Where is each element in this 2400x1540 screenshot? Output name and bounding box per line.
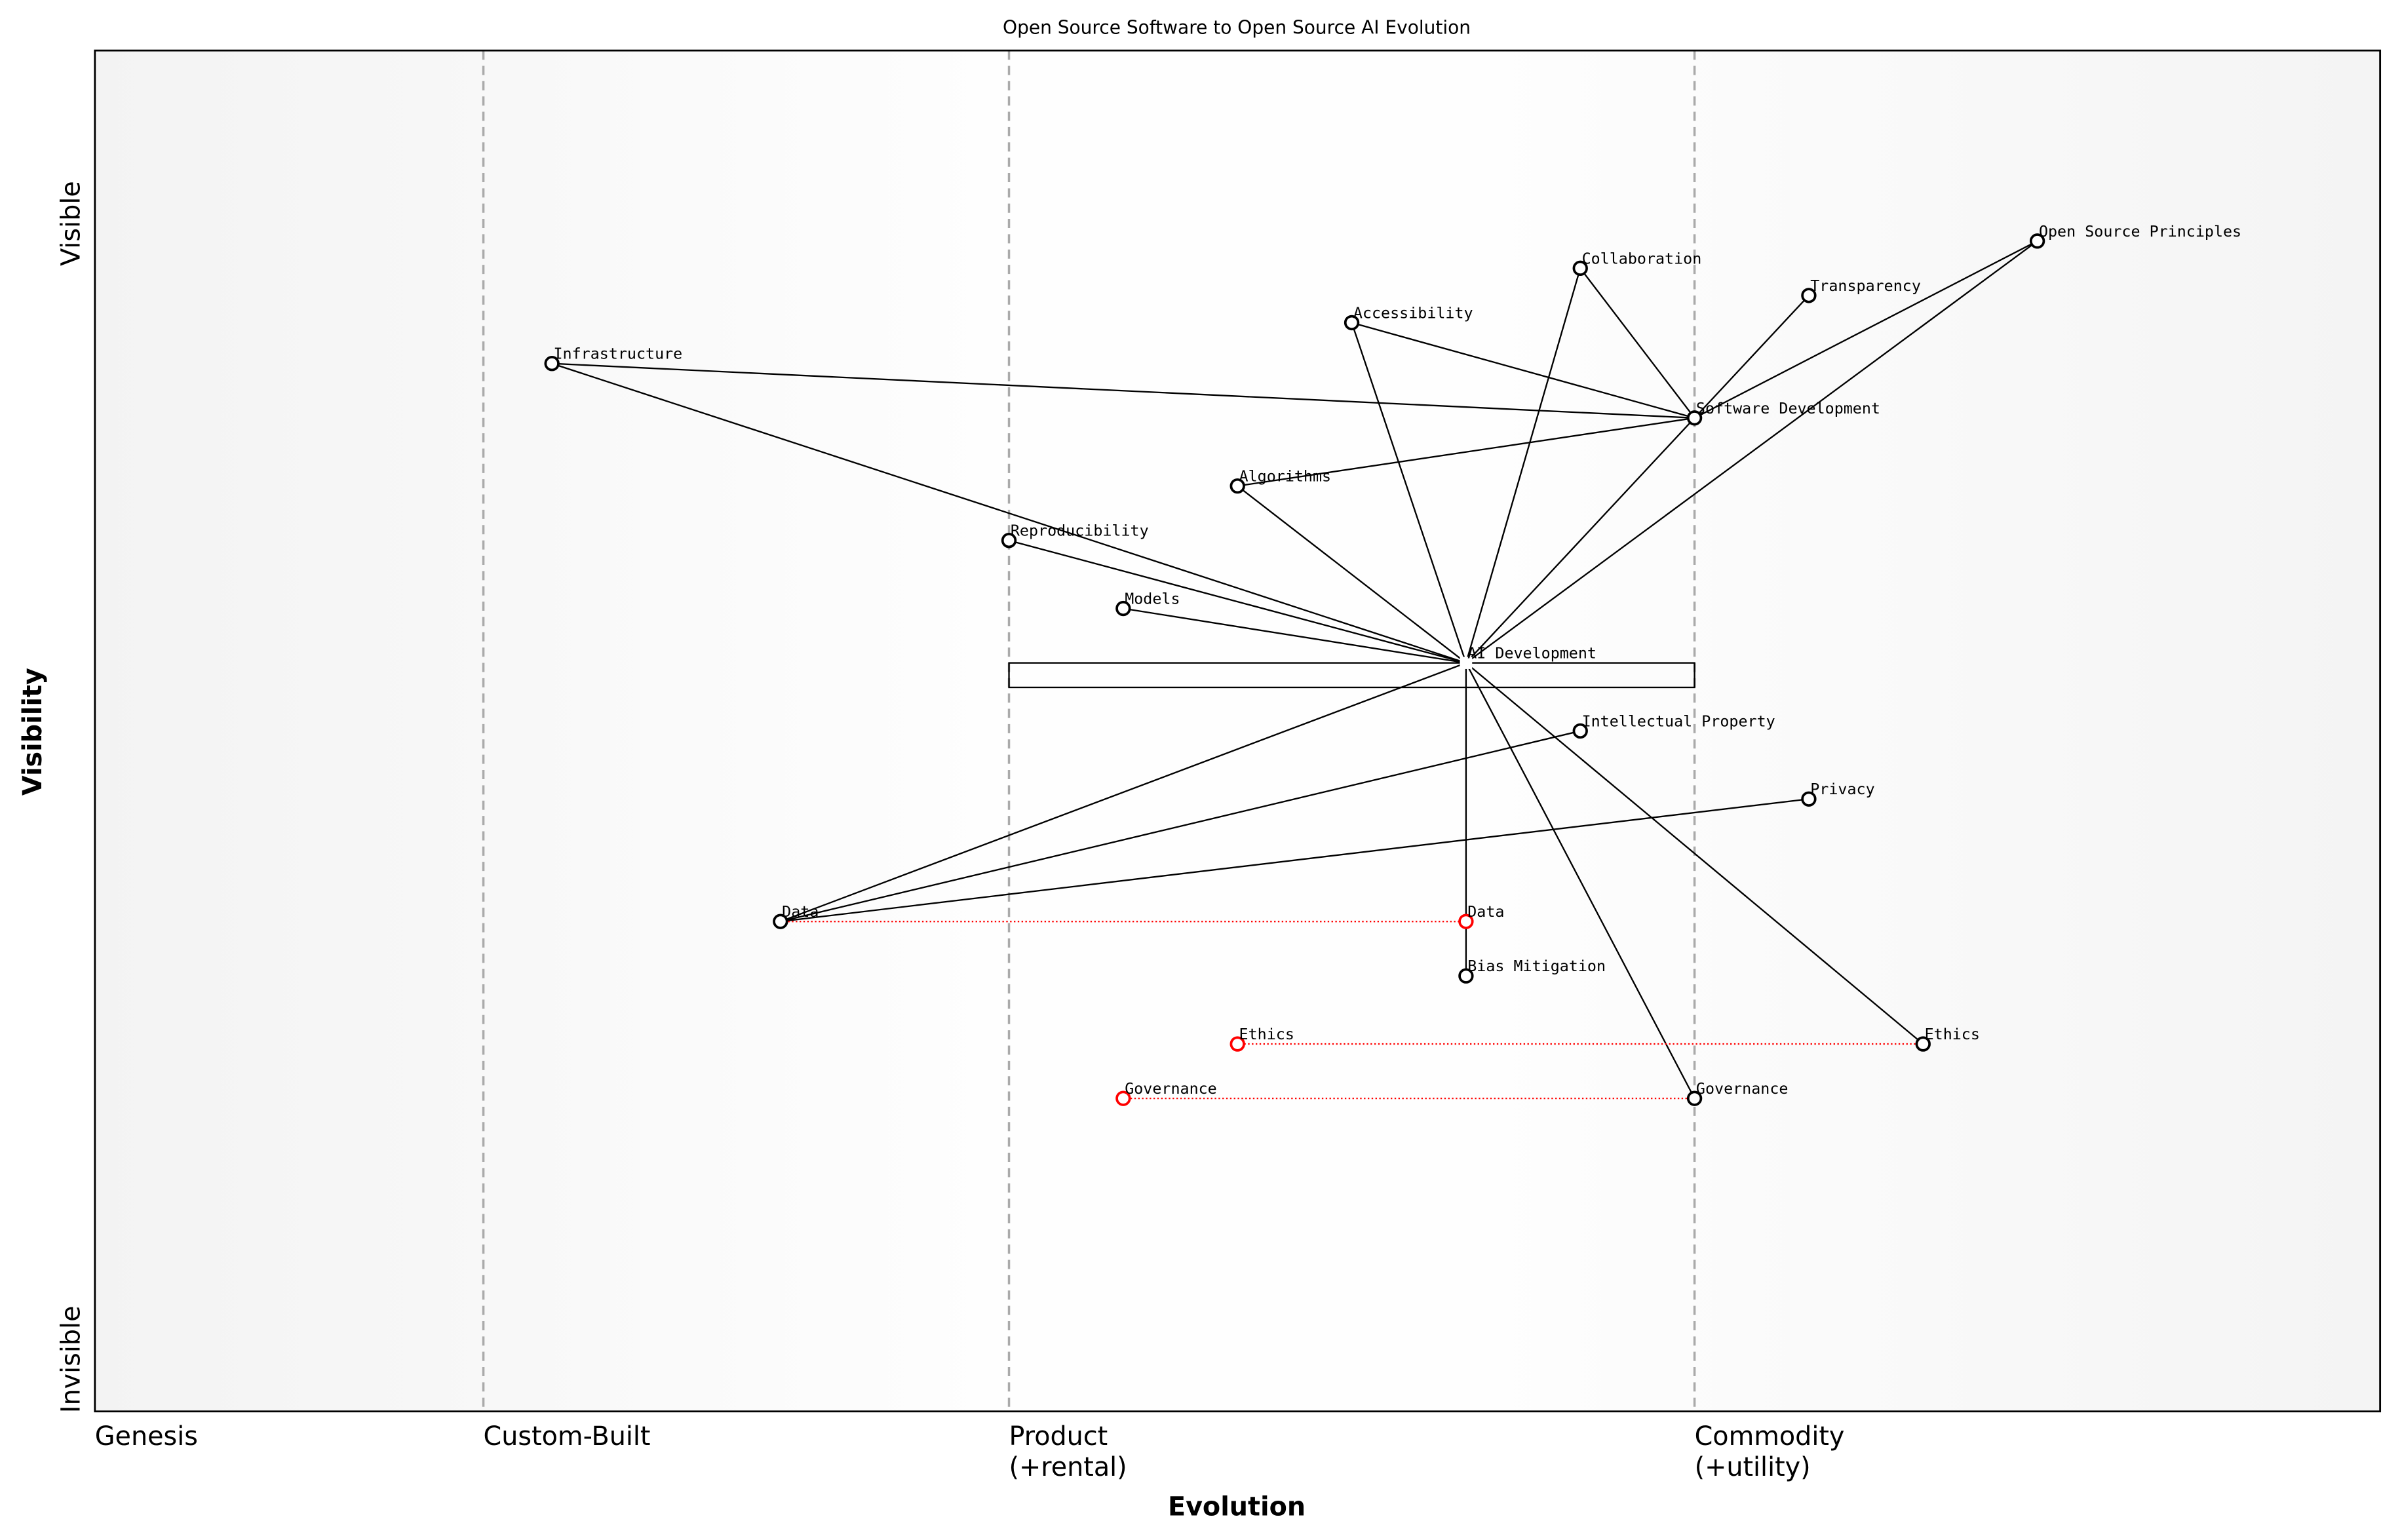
dependency-link (1351, 322, 1467, 663)
component-label: Collaboration (1582, 249, 1702, 267)
component-label: AI Development (1467, 644, 1597, 663)
component-label: Accessibility (1353, 303, 1473, 322)
evolved-component-marker (1229, 1036, 1245, 1052)
stage-label: Custom-Built (484, 1421, 651, 1452)
plot-frame (94, 49, 2382, 1413)
dependency-link (1465, 240, 2038, 664)
evolved-component-marker (1115, 1090, 1131, 1106)
dependency-link (1465, 662, 1924, 1045)
component-marker (544, 356, 560, 372)
component-marker (1686, 410, 1703, 426)
chart-title: Open Source Software to Open Source AI E… (1003, 16, 1471, 38)
stage-label: Genesis (95, 1421, 198, 1452)
pipeline-box (1008, 662, 1695, 689)
component-marker (1460, 657, 1473, 669)
component-label: Reproducibility (1011, 522, 1149, 540)
dependency-link (1694, 295, 1810, 419)
dependency-link (1465, 417, 1695, 664)
component-label: Software Development (1696, 399, 1880, 417)
evolved-component-label: Governance (1125, 1079, 1217, 1098)
evolved-component-label: Ethics (1239, 1025, 1294, 1043)
component-marker (1572, 723, 1588, 739)
component-label: Transparency (1810, 277, 1921, 295)
component-label: Data (782, 902, 819, 921)
evolved-component-marker (1458, 914, 1474, 929)
component-marker (1344, 315, 1360, 331)
dependency-link (1123, 607, 1467, 664)
component-marker (1458, 968, 1474, 984)
dependency-link (780, 662, 1467, 923)
evolved-component-label: Data (1467, 902, 1504, 921)
dependency-link (1465, 663, 1695, 1099)
component-label: Models (1125, 590, 1180, 608)
component-label: Infrastructure (554, 345, 683, 363)
dependency-link (1237, 485, 1467, 664)
component-marker (1572, 260, 1588, 277)
dependency-link (1351, 322, 1695, 419)
component-marker (1801, 791, 1817, 807)
component-marker (1801, 288, 1817, 303)
component-label: Privacy (1810, 780, 1874, 798)
dependency-link (780, 798, 1810, 923)
stage-sublabel: (+rental) (1009, 1452, 1127, 1482)
component-marker (1229, 478, 1245, 494)
dependency-link (1579, 267, 1695, 419)
dependency-link (1694, 240, 2038, 419)
component-marker (773, 914, 788, 929)
dependency-link (780, 730, 1581, 923)
dependency-link (1237, 417, 1695, 487)
component-marker (1686, 1090, 1703, 1106)
stage-label: Commodity (1695, 1421, 1845, 1452)
component-label: Algorithms (1239, 467, 1332, 486)
dependency-link (551, 362, 1467, 664)
stage-label: Product (1009, 1421, 1108, 1452)
component-marker (1115, 600, 1131, 617)
y-axis-top-label: Visible (56, 181, 86, 266)
component-marker (2029, 233, 2045, 249)
x-axis-label: Evolution (1168, 1492, 1306, 1522)
component-label: Open Source Principles (2039, 222, 2241, 241)
dependency-link (552, 362, 1695, 419)
dependency-link (1009, 539, 1467, 664)
component-marker (1001, 533, 1017, 549)
y-axis-bottom-label: Invisible (56, 1305, 86, 1413)
component-label: Bias Mitigation (1467, 957, 1606, 975)
plot-background (94, 50, 2380, 1412)
stage-sublabel: (+utility) (1695, 1452, 1811, 1482)
y-axis-label: Visibility (18, 668, 48, 796)
component-label: Governance (1696, 1079, 1789, 1098)
dependency-link (1465, 268, 1581, 663)
component-label: Ethics (1925, 1025, 1980, 1043)
component-marker (1915, 1036, 1931, 1052)
component-label: Intellectual Property (1582, 712, 1775, 730)
